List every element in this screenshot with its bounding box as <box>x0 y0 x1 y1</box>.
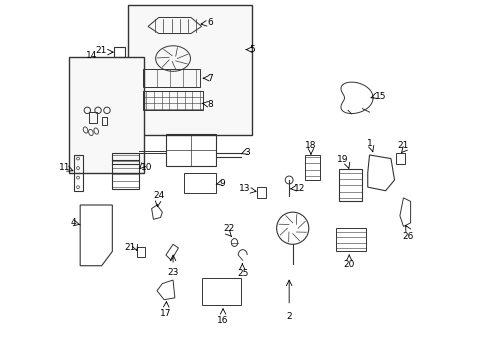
Bar <box>201 278 241 305</box>
Text: 1: 1 <box>366 139 372 148</box>
Text: 22: 22 <box>223 224 234 233</box>
Text: 14: 14 <box>86 51 97 60</box>
Bar <box>128 5 251 135</box>
Bar <box>137 247 145 257</box>
Bar <box>183 173 216 193</box>
Text: 21: 21 <box>124 243 135 252</box>
Text: 21: 21 <box>397 141 408 150</box>
Bar <box>102 117 107 125</box>
Bar <box>305 155 319 180</box>
Bar <box>335 228 365 251</box>
Text: 16: 16 <box>217 316 228 325</box>
Bar <box>142 69 200 87</box>
Bar <box>395 153 405 164</box>
Text: 3: 3 <box>244 148 250 157</box>
Text: 6: 6 <box>206 18 212 27</box>
Bar <box>339 169 362 202</box>
Text: 10: 10 <box>141 163 152 172</box>
Text: 9: 9 <box>219 179 225 188</box>
Text: 12: 12 <box>293 184 305 193</box>
Text: 24: 24 <box>153 191 164 200</box>
Bar <box>74 155 82 191</box>
Text: 13: 13 <box>239 184 250 193</box>
Text: 25: 25 <box>237 269 248 278</box>
Text: 20: 20 <box>343 260 354 269</box>
Text: 17: 17 <box>160 309 171 318</box>
Text: 2: 2 <box>286 312 291 321</box>
Bar <box>142 91 203 111</box>
Text: 8: 8 <box>206 100 212 109</box>
Text: 23: 23 <box>167 267 179 276</box>
Bar <box>89 112 97 123</box>
Text: 26: 26 <box>402 232 413 241</box>
Text: 15: 15 <box>374 91 386 100</box>
Bar <box>257 187 265 198</box>
Bar <box>69 57 144 173</box>
Bar <box>114 47 124 57</box>
Text: 11: 11 <box>59 163 70 172</box>
Text: 19: 19 <box>336 155 348 164</box>
Text: 18: 18 <box>304 141 316 150</box>
Bar <box>165 134 216 166</box>
Text: 7: 7 <box>206 74 212 83</box>
Text: 21: 21 <box>95 46 107 55</box>
Text: 4: 4 <box>70 219 76 228</box>
Text: 5: 5 <box>248 45 254 54</box>
Bar <box>112 153 139 189</box>
